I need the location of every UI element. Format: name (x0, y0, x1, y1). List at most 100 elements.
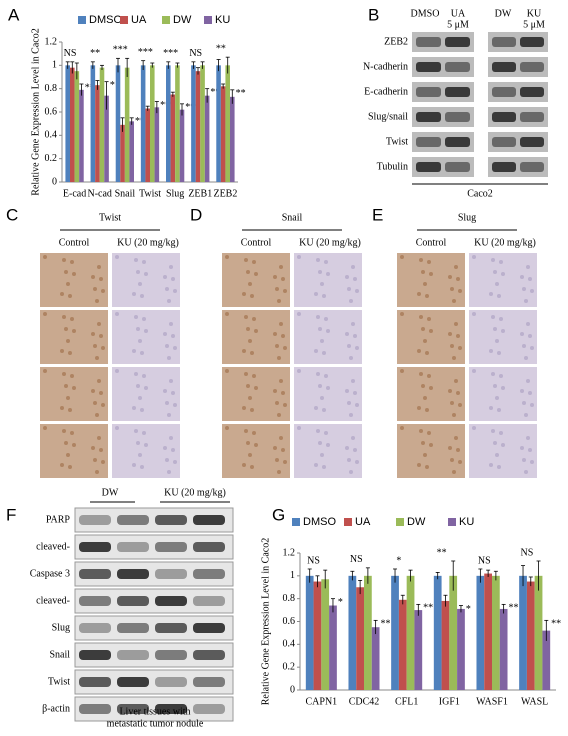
ihc-speck (68, 294, 72, 298)
ihc-speck (355, 403, 359, 407)
ihc-speck (165, 401, 169, 405)
ihc-speck (242, 292, 246, 296)
blot-band (520, 137, 544, 147)
ihc-speck (493, 327, 497, 331)
blot-band (155, 515, 187, 525)
blot-row-label: N-cadherin (363, 61, 408, 72)
ihc-speck (489, 406, 493, 410)
ihc-speck (138, 453, 142, 457)
ihc-image (294, 253, 362, 307)
ihc-speck (351, 322, 355, 326)
ihc-speck (417, 349, 421, 353)
ihc-speck (62, 258, 66, 262)
bar (145, 108, 150, 182)
blot-band (445, 137, 470, 147)
ihc-speck (497, 465, 501, 469)
ihc-speck (62, 372, 66, 376)
ihc-speck (140, 408, 144, 412)
ihc-speck (417, 292, 421, 296)
ihc-speck (417, 406, 421, 410)
blot-band (193, 515, 225, 525)
ihc-speck (93, 458, 97, 462)
bar (191, 65, 196, 182)
ihc-speck (163, 389, 167, 393)
ihc-image (40, 253, 108, 307)
ihc-speck (275, 401, 279, 405)
ihc-image (294, 424, 362, 478)
bar (104, 95, 109, 182)
ihc-speck (101, 403, 105, 407)
significance-label: ** (437, 547, 447, 558)
ihc-speck (347, 287, 351, 291)
ihc-speck (62, 315, 66, 319)
ihc-speck (70, 317, 74, 321)
ihc-image (397, 253, 465, 307)
blot-row-label: PARP (46, 514, 71, 525)
blot-row-label: E-cadherin (364, 86, 408, 97)
bar (484, 573, 492, 690)
bar (433, 575, 442, 690)
ihc-speck (99, 448, 103, 452)
bar (371, 627, 380, 690)
ihc-speck (138, 282, 142, 286)
blot-band (79, 569, 111, 579)
blot-band (193, 623, 225, 633)
ihc-speck (60, 292, 64, 296)
legend-swatch (162, 16, 170, 24)
ihc-speck (244, 429, 248, 433)
ihc-speck (142, 260, 146, 264)
ihc-speck (326, 272, 330, 276)
ihc-speck (448, 446, 452, 450)
ihc-speck (95, 299, 99, 303)
significance-label: ** (381, 619, 391, 630)
ihc-speck (95, 356, 99, 360)
ihc-speck (115, 255, 119, 259)
ihc-speck (456, 448, 460, 452)
ihc-speck (60, 349, 64, 353)
blot-band (79, 515, 111, 525)
ihc-image (294, 310, 362, 364)
ihc-speck (43, 369, 47, 373)
blot-band (416, 112, 441, 122)
bar (313, 581, 322, 690)
ihc-speck (425, 294, 429, 298)
ihc-speck (115, 369, 119, 373)
bar (115, 65, 121, 182)
ihc-speck (450, 344, 454, 348)
blot-band (520, 162, 544, 172)
blot-band (445, 37, 470, 47)
ihc-speck (530, 460, 534, 464)
ihc-speck (345, 275, 349, 279)
blot-band (79, 542, 111, 552)
ihc-speck (320, 339, 324, 343)
panel-letter: B (368, 5, 379, 24)
significance-label: ** (236, 88, 246, 99)
blot-band (193, 650, 225, 660)
ihc-speck (349, 356, 353, 360)
ihc-speck (316, 258, 320, 262)
legend-label: DW (173, 14, 192, 26)
ihc-speck (501, 386, 505, 390)
ihc-speck (353, 334, 357, 338)
ihc-speck (326, 443, 330, 447)
significance-label: * (466, 604, 471, 615)
ihc-speck (277, 470, 281, 474)
ihc-speck (322, 294, 326, 298)
y-axis-label: Relative Gene Expression Level in Caco2 (30, 28, 41, 195)
blot-band (492, 37, 516, 47)
ihc-speck (450, 287, 454, 291)
ihc-speck (316, 315, 320, 319)
ihc-speck (138, 396, 142, 400)
ihc-speck (491, 315, 495, 319)
bar (321, 579, 330, 690)
bar (154, 107, 160, 182)
ihc-speck (93, 344, 97, 348)
x-tick-label: CFL1 (395, 696, 418, 707)
ihc-speck (472, 426, 476, 430)
ihc-image (294, 367, 362, 421)
blot-band (79, 704, 111, 714)
ihc-image (112, 253, 180, 307)
ihc-speck (140, 465, 144, 469)
ihc-speck (427, 374, 431, 378)
ihc-speck (171, 391, 175, 395)
